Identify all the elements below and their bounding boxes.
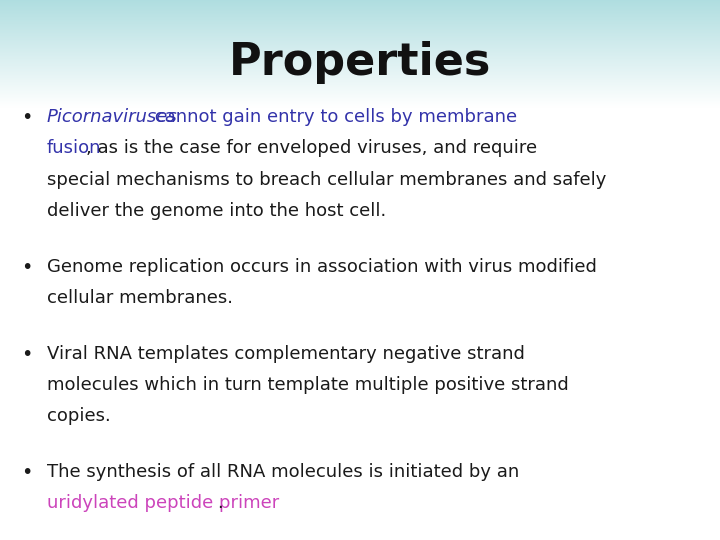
Text: Viral RNA templates complementary negative strand: Viral RNA templates complementary negati…	[47, 345, 525, 362]
Text: The synthesis of all RNA molecules is initiated by an: The synthesis of all RNA molecules is in…	[47, 463, 519, 481]
Text: uridylated peptide primer: uridylated peptide primer	[47, 494, 279, 512]
Text: •: •	[22, 258, 33, 276]
Text: deliver the genome into the host cell.: deliver the genome into the host cell.	[47, 202, 386, 220]
Text: molecules which in turn template multiple positive strand: molecules which in turn template multipl…	[47, 376, 569, 394]
Text: •: •	[22, 463, 33, 482]
Text: •: •	[22, 345, 33, 363]
Text: Picornaviruses: Picornaviruses	[47, 108, 178, 126]
Text: Properties: Properties	[229, 40, 491, 84]
Text: cellular membranes.: cellular membranes.	[47, 289, 233, 307]
Text: special mechanisms to breach cellular membranes and safely: special mechanisms to breach cellular me…	[47, 171, 606, 188]
Text: cannot gain entry to cells by membrane: cannot gain entry to cells by membrane	[149, 108, 517, 126]
Text: copies.: copies.	[47, 407, 111, 425]
Text: •: •	[22, 108, 33, 127]
Text: Genome replication occurs in association with virus modified: Genome replication occurs in association…	[47, 258, 597, 275]
Text: fusion: fusion	[47, 139, 102, 157]
Text: .: .	[217, 494, 223, 512]
Text: , as is the case for enveloped viruses, and require: , as is the case for enveloped viruses, …	[86, 139, 537, 157]
